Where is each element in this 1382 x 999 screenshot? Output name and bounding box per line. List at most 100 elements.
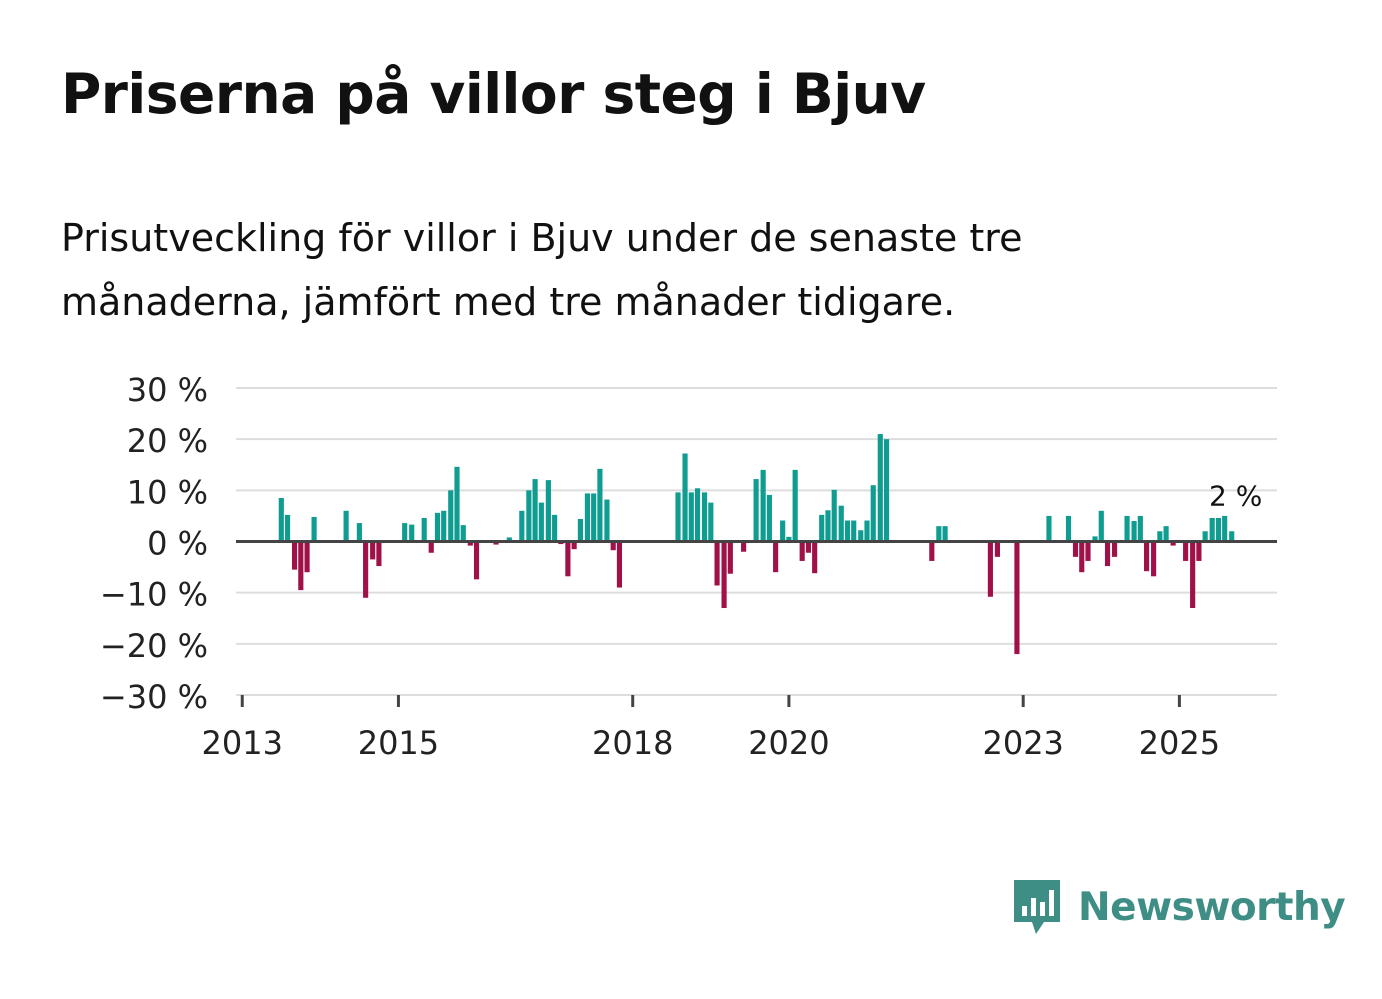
bar <box>727 541 733 574</box>
bar-chart-speech-bubble-icon <box>1014 880 1060 934</box>
bar <box>1157 531 1163 542</box>
x-tick-label: 2025 <box>1139 724 1220 762</box>
bar <box>473 541 480 580</box>
bar <box>526 490 532 542</box>
bar <box>773 541 779 573</box>
bar <box>428 541 434 553</box>
bar <box>825 510 831 542</box>
bar <box>987 541 993 597</box>
y-tick-label: −20 % <box>100 627 208 665</box>
bar <box>1111 541 1118 557</box>
bar <box>1183 541 1189 561</box>
bar <box>1014 541 1020 655</box>
bar <box>1163 526 1169 542</box>
bar <box>858 530 864 542</box>
bar <box>434 512 441 542</box>
bar <box>1072 541 1079 557</box>
bar <box>1151 541 1157 577</box>
bar <box>552 514 558 542</box>
bar <box>1079 541 1085 573</box>
annotations: 2 % <box>1209 479 1262 512</box>
x-tick-label: 2015 <box>358 724 439 762</box>
bar <box>376 541 382 567</box>
bar <box>1137 515 1143 542</box>
bar <box>1170 541 1176 546</box>
bar <box>519 510 525 542</box>
bar <box>799 541 805 561</box>
bar <box>714 541 720 586</box>
bar <box>298 541 304 591</box>
x-tick-label: 2020 <box>748 724 829 762</box>
bar <box>532 479 538 542</box>
bar <box>571 541 577 550</box>
bar <box>831 489 837 542</box>
y-tick-label: 0 % <box>147 525 208 563</box>
bar <box>467 541 473 546</box>
y-tick-label: −10 % <box>100 576 208 614</box>
bar <box>682 453 688 542</box>
bar <box>819 514 825 542</box>
bar <box>1190 541 1196 609</box>
bars <box>278 434 1235 655</box>
bar <box>421 517 427 542</box>
bar <box>284 514 291 542</box>
bar <box>688 492 694 542</box>
bar <box>805 541 812 553</box>
bar <box>741 541 747 552</box>
bar <box>786 536 792 542</box>
bar <box>883 439 890 542</box>
bar <box>448 490 454 542</box>
bar <box>844 520 851 542</box>
bar <box>694 488 701 542</box>
bar <box>1092 536 1098 542</box>
y-tick-label: 10 % <box>127 473 208 511</box>
gridlines <box>236 387 1277 696</box>
bar <box>545 480 551 542</box>
bar <box>343 510 349 542</box>
x-axis: 2013 2015 2018 2020 2023 2025 <box>202 695 1220 762</box>
bar <box>936 526 942 542</box>
bar <box>1144 541 1150 572</box>
bar <box>291 541 298 570</box>
bar <box>610 541 616 551</box>
last-value-label: 2 % <box>1209 479 1262 512</box>
bar <box>1222 515 1228 542</box>
bar <box>1196 541 1202 561</box>
x-tick-label: 2018 <box>592 724 673 762</box>
bar <box>538 502 544 542</box>
brand-logo[interactable]: Newsworthy <box>1010 876 1346 938</box>
bar <box>994 541 1000 557</box>
bar <box>460 525 466 542</box>
bar <box>929 541 935 561</box>
bar <box>597 468 603 542</box>
bar <box>1098 510 1104 542</box>
bar <box>792 469 798 542</box>
bar <box>604 499 610 542</box>
bar <box>1131 521 1137 542</box>
bar <box>616 541 623 588</box>
bar <box>766 494 772 542</box>
bar <box>565 541 571 577</box>
bar <box>753 479 759 542</box>
y-tick-label: 20 % <box>127 422 208 460</box>
bar <box>363 541 369 598</box>
bar <box>304 541 310 573</box>
bar <box>409 524 415 542</box>
bar <box>1065 515 1072 542</box>
bar <box>1202 531 1208 542</box>
bar <box>1085 541 1091 561</box>
page-title: Priserna på villor steg i Bjuv <box>61 62 926 126</box>
bar <box>1104 541 1111 567</box>
bar <box>701 492 708 542</box>
bar <box>675 492 681 542</box>
bar <box>1229 531 1235 542</box>
bar <box>1046 515 1052 542</box>
bar <box>942 526 948 542</box>
bar <box>506 537 512 542</box>
bar <box>1215 517 1221 542</box>
bar <box>780 520 786 542</box>
bar <box>851 520 857 542</box>
bar <box>584 493 590 542</box>
bar <box>721 541 727 609</box>
